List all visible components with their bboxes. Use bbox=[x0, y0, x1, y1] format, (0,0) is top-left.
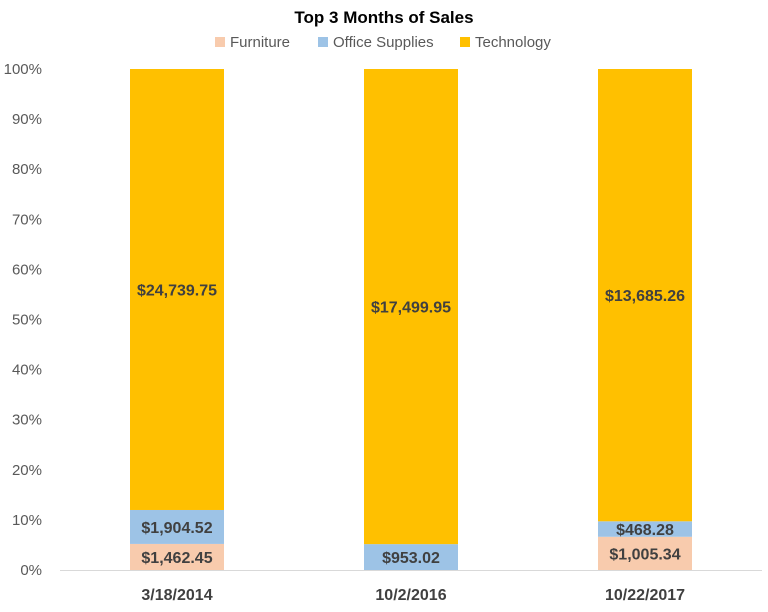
bar-segment-office-supplies-1 bbox=[130, 509, 224, 544]
bar-segment-office-supplies-2 bbox=[364, 544, 458, 570]
y-tick-label: 50% bbox=[12, 312, 42, 329]
y-tick-label: 10% bbox=[12, 512, 42, 529]
y-tick-label: 20% bbox=[12, 462, 42, 479]
data-label-technology-1: $24,739.75 bbox=[137, 282, 217, 299]
legend-label-office-supplies: Office Supplies bbox=[333, 34, 434, 51]
x-category-label: 10/22/2017 bbox=[605, 587, 685, 604]
legend-swatch-furniture bbox=[215, 37, 225, 47]
data-label-office-supplies-3: $468.28 bbox=[616, 522, 674, 539]
data-label-office-supplies-1: $1,904.52 bbox=[141, 520, 212, 537]
x-axis: 3/18/2014 10/2/2016 10/22/2017 bbox=[141, 587, 685, 604]
bar-segment-furniture-3 bbox=[598, 536, 692, 570]
legend-swatch-technology bbox=[460, 37, 470, 47]
bar-segment-office-supplies-3 bbox=[598, 521, 692, 537]
bar-segment-technology-1 bbox=[130, 69, 224, 510]
chart-title: Top 3 Months of Sales bbox=[294, 8, 473, 27]
y-tick-label: 40% bbox=[12, 362, 42, 379]
y-tick-label: 70% bbox=[12, 211, 42, 228]
data-label-technology-2: $17,499.95 bbox=[371, 300, 451, 317]
data-label-furniture-1: $1,462.45 bbox=[141, 550, 212, 567]
y-tick-label: 90% bbox=[12, 111, 42, 128]
y-tick-label: 60% bbox=[12, 261, 42, 278]
y-axis: 0% 10% 20% 30% 40% 50% 60% 70% 80% 90% 100% bbox=[4, 61, 762, 579]
data-label-technology-3: $13,685.26 bbox=[605, 288, 685, 305]
bar-segment-technology-3 bbox=[598, 69, 692, 522]
legend: Furniture Office Supplies Technology bbox=[215, 34, 551, 51]
bar-segment-technology-2 bbox=[364, 69, 458, 545]
x-category-label: 3/18/2014 bbox=[141, 587, 212, 604]
data-label-furniture-3: $1,005.34 bbox=[609, 546, 680, 563]
y-tick-label: 0% bbox=[20, 562, 42, 579]
bar-segment-furniture-1 bbox=[130, 543, 224, 570]
y-tick-label: 100% bbox=[4, 61, 42, 78]
y-tick-label: 30% bbox=[12, 412, 42, 429]
legend-label-furniture: Furniture bbox=[230, 34, 290, 51]
data-label-office-supplies-2: $953.02 bbox=[382, 550, 440, 567]
y-tick-label: 80% bbox=[12, 161, 42, 178]
bars: $1,462.45 $1,904.52 $24,739.75 $953.02 $17,4… bbox=[130, 69, 692, 570]
x-category-label: 10/2/2016 bbox=[375, 587, 446, 604]
legend-swatch-office-supplies bbox=[318, 37, 328, 47]
legend-label-technology: Technology bbox=[475, 34, 551, 51]
